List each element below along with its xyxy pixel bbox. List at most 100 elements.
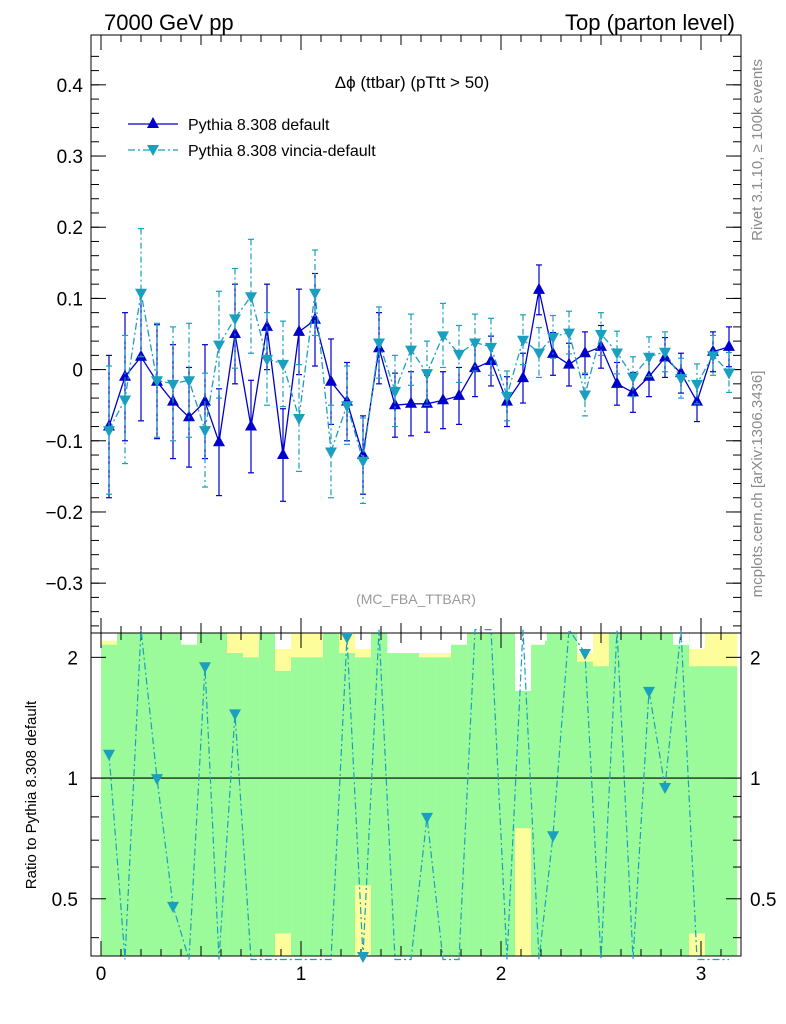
data-point [421,369,433,381]
watermark: (MC_FBA_TTBAR) [356,591,476,607]
data-point [357,456,369,468]
header-right: Top (parton level) [565,10,735,35]
band-green [689,666,706,934]
data-point [261,354,273,366]
data-point [659,347,671,359]
data-point [293,324,305,336]
data-point [707,351,719,363]
ratio-ylabel: Ratio to Pythia 8.308 default [23,700,40,889]
data-point [533,348,545,360]
main-frame [90,34,742,634]
data-point [167,379,179,391]
ratio-point [659,782,671,794]
ratio-y-tick-label-right: 2 [750,648,761,669]
data-point [293,414,305,426]
data-point [501,391,513,403]
data-point [611,348,623,360]
data-point [723,339,735,351]
data-point [245,419,257,431]
band-green [101,644,118,956]
data-point [103,426,115,438]
band-green [641,633,658,956]
data-point [611,376,623,388]
data-point [627,372,639,384]
band-green [211,633,228,956]
band-green [275,670,292,934]
band-green [609,633,626,956]
band-green [227,653,244,956]
data-point [579,390,591,402]
data-point [213,340,225,352]
data-point [151,376,163,388]
ratio-point [643,686,655,698]
data-point [485,354,497,366]
data-point [595,330,607,341]
legend: Pythia 8.308 default Pythia 8.308 vincia… [128,117,376,160]
band-green [387,653,404,956]
band-green [451,644,468,956]
data-point [341,401,353,413]
ratio-point [199,662,211,674]
y-tick-label: 0.3 [57,147,83,168]
data-point [517,335,529,347]
y-tick-label: −0.2 [45,503,83,524]
data-point [277,359,289,371]
band-green [149,633,166,956]
legend-label-default: Pythia 8.308 default [188,117,330,134]
y-tick-label: −0.3 [45,574,83,595]
rivet-label: Rivet 3.1.10, ≥ 100k events [749,59,766,241]
data-point [675,374,687,386]
band-green [117,633,134,956]
data-point [547,346,559,358]
band-green [673,633,690,956]
band-green [403,653,420,956]
ratio-line [108,627,729,961]
band-green [467,633,484,956]
data-point [437,393,449,405]
band-green [197,633,214,956]
data-point [563,328,575,340]
ratio-point [151,774,163,786]
band-green [259,633,276,956]
ratio-y-tick-label-right: 1 [750,769,761,790]
mcplots-label: mcplots.cern.ch [arXiv:1306.3436] [749,371,766,598]
band-green [483,633,500,956]
y-tick-label: 0.4 [57,76,84,97]
data-point [547,332,559,344]
legend-label-vincia: Pythia 8.308 vincia-default [188,143,376,160]
ratio-point [167,901,179,913]
band-green [657,633,674,956]
band-gap [275,633,291,649]
ratio-point [229,709,241,721]
band-green [499,633,516,956]
y-tick-label: 0.1 [57,289,83,310]
series-line [108,292,730,461]
data-point [643,352,655,364]
band-green [561,633,578,956]
band-green [531,644,548,956]
data-point [277,448,289,460]
data-point [691,394,703,406]
band-green [243,657,260,956]
band-green [593,666,610,956]
ratio-point [421,812,433,824]
x-tick-label: 3 [696,964,707,985]
band-green [721,666,738,956]
main-panel: −0.3 −0.2 −0.1 0 0.1 0.2 0.3 0.4 Δϕ (ttbar) (pT… [45,34,742,634]
chart-title: Δϕ (ttbar) (pTtt > 50) [335,73,490,92]
data-point [213,435,225,447]
ratio-bands [91,633,741,956]
data-point [453,388,465,400]
band-green [355,657,372,886]
band-green [545,633,562,956]
data-point [627,385,639,397]
data-point [453,349,465,361]
ratio-panel: 0.5 0.5 1 1 2 2 0 1 2 3 Ratio to Pythia 8.308 def… [23,627,776,985]
ratio-axis: 0.5 0.5 1 1 2 2 0 1 2 3 [52,633,776,985]
legend-entry-default: Pythia 8.308 default [128,117,330,134]
ratio-point [547,831,559,843]
data-point [119,395,131,407]
band-green [705,666,722,956]
data-point [135,288,147,300]
